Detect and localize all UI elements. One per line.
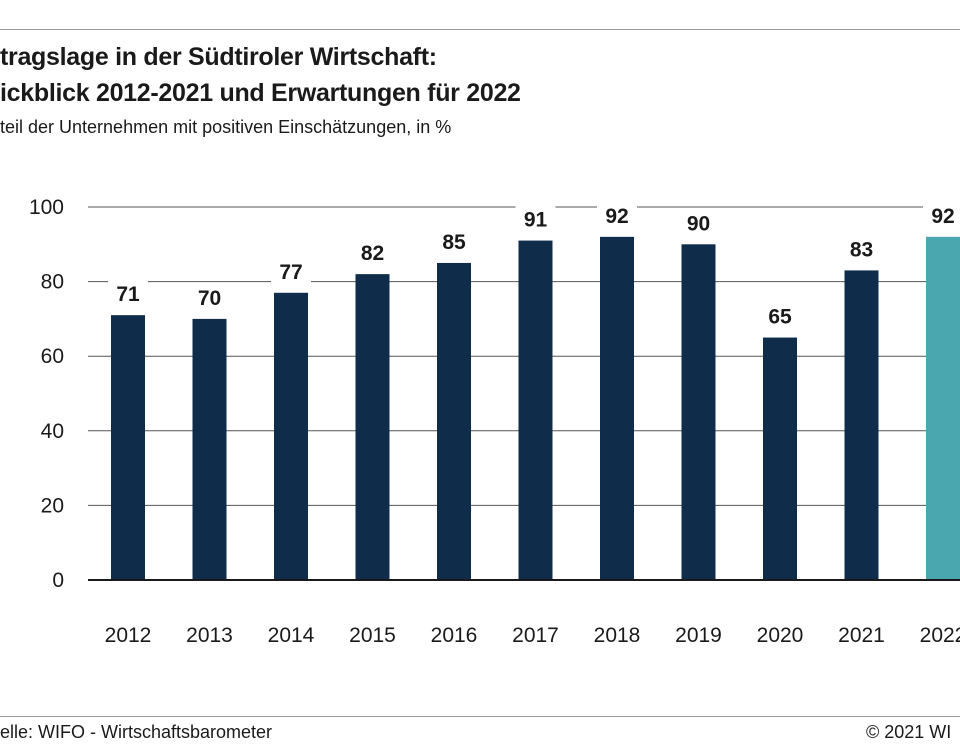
bar-2017 (518, 240, 553, 580)
data-label-2020: 65 (768, 306, 792, 329)
data-label-2017: 91 (524, 209, 548, 232)
bar-2022 (926, 236, 960, 580)
data-label-bg (515, 204, 556, 233)
bar-2016 (437, 262, 471, 580)
x-axis-ticks: 2012 2013 2014 2015 2016 2017 2018 2019 2020 2021… (105, 624, 960, 647)
data-label-bg (597, 200, 637, 229)
bar-2015 (355, 274, 390, 580)
y-axis-ticks: 0 20 40 60 80 100 (29, 196, 64, 592)
chart-title-line-1: tragslage in der Südtiroler Wirtschaft: (0, 43, 437, 71)
data-label-bg (271, 256, 311, 285)
bar-2020 (763, 337, 797, 580)
copyright-note: © 2021 WI (866, 722, 952, 742)
data-label-bg (841, 234, 882, 263)
data-label-2015: 82 (361, 242, 384, 265)
y-tick-label: 20 (41, 494, 64, 517)
data-label-bg (189, 282, 230, 311)
data-label-bg (434, 226, 474, 255)
source-note: elle: WIFO - Wirtschaftsbarometer (0, 722, 273, 742)
bar-2021 (844, 270, 879, 580)
data-label-2022: 92 (931, 205, 954, 228)
x-tick-2012: 2012 (105, 624, 152, 647)
x-tick-2020: 2020 (757, 624, 804, 647)
chart-subtitle: teil der Unternehmen mit positiven Einsc… (0, 117, 452, 137)
x-tick-2021: 2021 (838, 624, 885, 647)
x-tick-2019: 2019 (675, 624, 722, 647)
x-tick-2014: 2014 (268, 624, 315, 647)
data-label-bg (108, 279, 148, 308)
x-tick-2017: 2017 (512, 624, 559, 647)
x-tick-2016: 2016 (431, 624, 478, 647)
top-rule (0, 29, 960, 30)
y-tick-label: 80 (41, 271, 64, 294)
bar-chart: 0 20 40 60 80 100 71 70 77 82 85 91 92 90 65 83 92 2012… (29, 196, 960, 647)
data-label-bg (923, 200, 960, 229)
bar-2014 (274, 292, 308, 580)
bar-2018 (600, 236, 634, 580)
data-label-bg (760, 301, 800, 330)
data-label-2016: 85 (442, 231, 466, 254)
y-tick-label: 0 (52, 569, 64, 592)
y-tick-label: 100 (29, 196, 64, 219)
data-label-2012: 71 (116, 283, 140, 306)
bar-2019 (681, 244, 716, 581)
bottom-rule (0, 716, 960, 717)
data-labels: 71 70 77 82 85 91 92 90 65 83 92 (108, 200, 960, 330)
data-label-2021: 83 (850, 238, 873, 261)
y-tick-label: 40 (41, 420, 64, 443)
x-tick-2015: 2015 (349, 624, 396, 647)
data-label-2013: 70 (198, 287, 221, 310)
chart-title-line-2: ickblick 2012-2021 und Erwartungen für 2… (0, 79, 521, 107)
data-label-2014: 77 (279, 261, 302, 284)
bars (111, 236, 960, 581)
data-label-2018: 92 (605, 205, 628, 228)
bar-2013 (192, 318, 227, 580)
x-tick-2013: 2013 (186, 624, 233, 647)
data-label-bg (678, 208, 719, 237)
x-tick-2018: 2018 (594, 624, 641, 647)
y-tick-label: 60 (41, 345, 64, 368)
data-label-bg (352, 238, 393, 267)
x-tick-2022: 2022 (920, 624, 960, 647)
data-label-2019: 90 (687, 212, 710, 235)
bar-2012 (111, 315, 145, 580)
